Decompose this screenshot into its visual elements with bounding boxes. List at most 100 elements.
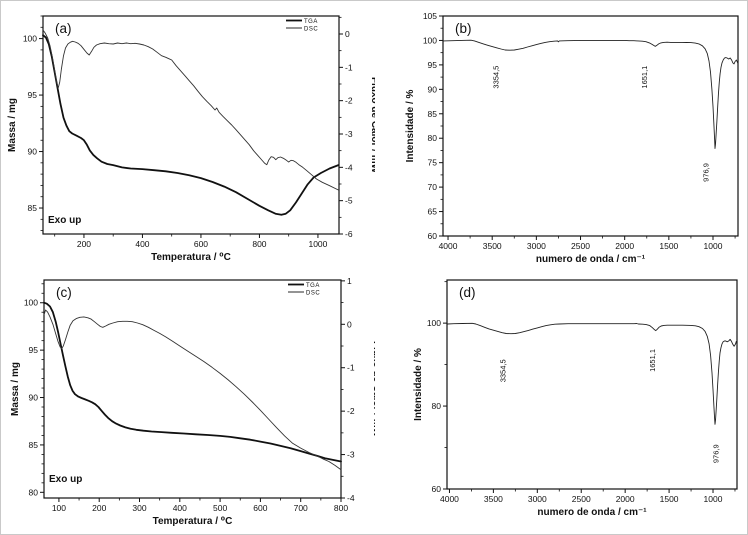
y-left-tick-label: 90 bbox=[428, 84, 438, 94]
y-right-tick-label: -1 bbox=[345, 62, 353, 72]
panel-corner-label: (b) bbox=[455, 21, 472, 36]
x-axis-tick-label: 200 bbox=[92, 503, 106, 513]
y-left-tick-label: 100 bbox=[427, 318, 441, 328]
series-ftir-line bbox=[443, 39, 739, 149]
y-right-axis-label: Fluxo de Calor / mW bbox=[371, 341, 375, 438]
x-axis-tick-label: 1000 bbox=[308, 239, 327, 249]
y-left-tick-label: 60 bbox=[428, 231, 438, 241]
panel-corner-label: (c) bbox=[56, 285, 72, 300]
x-axis-tick-label: 1500 bbox=[659, 241, 678, 251]
x-axis-tick-label: 400 bbox=[173, 503, 187, 513]
series-dsc-line bbox=[42, 29, 339, 191]
plot-border bbox=[446, 279, 738, 490]
exo-up-label: Exo up bbox=[48, 215, 81, 226]
legend-tga-label: TGA bbox=[306, 283, 320, 289]
peak-annotation: 976,9 bbox=[702, 163, 711, 182]
x-axis-tick-label: 400 bbox=[135, 239, 149, 249]
y-right-tick-label: -6 bbox=[345, 229, 353, 239]
series-ftir-line bbox=[447, 322, 738, 425]
y-left-axis-label: Intensidade / % bbox=[413, 348, 424, 421]
y-left-tick-label: 95 bbox=[29, 345, 39, 355]
y-right-tick-label: -4 bbox=[345, 162, 353, 172]
peak-annotation: 3354,5 bbox=[491, 66, 500, 89]
plot-border bbox=[442, 15, 739, 237]
y-right-tick-label: -3 bbox=[347, 450, 355, 460]
peak-annotation: 1651,1 bbox=[648, 349, 657, 372]
y-left-tick-label: 105 bbox=[423, 11, 437, 21]
y-left-tick-label: 90 bbox=[28, 147, 38, 157]
y-left-tick-label: 95 bbox=[28, 90, 38, 100]
x-axis-tick-label: 800 bbox=[334, 503, 348, 513]
y-left-tick-label: 90 bbox=[29, 393, 39, 403]
peak-annotation: 3354,5 bbox=[499, 359, 508, 382]
y-left-tick-label: 80 bbox=[29, 487, 39, 497]
panel-corner-label: (a) bbox=[55, 21, 72, 36]
y-right-tick-label: -5 bbox=[345, 196, 353, 206]
y-right-tick-label: -3 bbox=[345, 129, 353, 139]
x-axis-tick-label: 600 bbox=[253, 503, 267, 513]
y-right-tick-label: -1 bbox=[347, 363, 355, 373]
x-axis-label: Temperatura / ⁰C bbox=[151, 252, 231, 263]
y-right-axis-label: Fluxo de Calor / mW bbox=[369, 77, 375, 174]
series-dsc-line bbox=[43, 309, 342, 471]
legend-dsc-label: DSC bbox=[306, 291, 320, 297]
x-axis-tick-label: 600 bbox=[194, 239, 208, 249]
x-axis-tick-label: 3000 bbox=[528, 494, 547, 504]
x-axis-tick-label: 700 bbox=[294, 503, 308, 513]
x-axis-tick-label: 2500 bbox=[571, 241, 590, 251]
x-axis-tick-label: 4000 bbox=[439, 241, 458, 251]
x-axis-tick-label: 800 bbox=[252, 239, 266, 249]
y-left-tick-label: 80 bbox=[432, 401, 442, 411]
plot-border bbox=[42, 15, 340, 235]
x-axis-tick-label: 1500 bbox=[660, 494, 679, 504]
y-left-tick-label: 60 bbox=[432, 484, 442, 494]
y-left-tick-label: 95 bbox=[428, 60, 438, 70]
x-axis-label: Temperatura / ⁰C bbox=[153, 516, 233, 527]
y-right-tick-label: 0 bbox=[345, 29, 350, 39]
y-left-tick-label: 100 bbox=[23, 34, 37, 44]
x-axis-tick-label: 2000 bbox=[616, 494, 635, 504]
series-tga-line bbox=[42, 34, 340, 216]
x-axis-tick-label: 1000 bbox=[704, 494, 723, 504]
legend-dsc-label: DSC bbox=[304, 27, 318, 33]
x-axis-tick-label: 3500 bbox=[484, 494, 503, 504]
y-left-axis-label: Massa / mg bbox=[10, 362, 21, 416]
y-left-tick-label: 85 bbox=[29, 440, 39, 450]
peak-annotation: 976,9 bbox=[711, 444, 720, 463]
y-left-tick-label: 70 bbox=[428, 182, 438, 192]
legend-tga-label: TGA bbox=[304, 19, 318, 25]
x-axis-tick-label: 3500 bbox=[483, 241, 502, 251]
y-left-tick-label: 80 bbox=[428, 133, 438, 143]
x-axis-tick-label: 2500 bbox=[572, 494, 591, 504]
x-axis-tick-label: 300 bbox=[132, 503, 146, 513]
panel-b-ftir-chart: 4000 3500 3000 2500 2000 1500 1000 60 65 70 75 80 85… bbox=[405, 11, 739, 265]
y-left-tick-label: 100 bbox=[423, 35, 437, 45]
x-axis-tick-label: 4000 bbox=[440, 494, 459, 504]
y-right-tick-label: 0 bbox=[347, 319, 352, 329]
y-left-tick-label: 65 bbox=[428, 207, 438, 217]
x-axis-tick-label: 1000 bbox=[704, 241, 723, 251]
y-right-tick-label: -2 bbox=[345, 96, 353, 106]
x-axis-tick-label: 500 bbox=[213, 503, 227, 513]
y-right-tick-label: 1 bbox=[347, 276, 352, 286]
y-left-tick-label: 85 bbox=[428, 109, 438, 119]
y-left-tick-label: 75 bbox=[428, 158, 438, 168]
series-tga-line bbox=[43, 301, 342, 463]
x-axis-tick-label: 2000 bbox=[615, 241, 634, 251]
peak-annotation: 1651,1 bbox=[640, 66, 649, 89]
x-axis-label: numero de onda / cm⁻¹ bbox=[536, 254, 646, 265]
panel-d-ftir-chart: 4000 3500 3000 2500 2000 1500 1000 60 80 100 numer… bbox=[413, 279, 738, 518]
panel-c-tga-dsc-chart: 100 200 300 400 500 600 700 800 80 85 90 95 100 1 0 -1 -… bbox=[10, 276, 375, 527]
x-axis-tick-label: 100 bbox=[52, 503, 66, 513]
panel-corner-label: (d) bbox=[459, 285, 476, 300]
y-right-tick-label: -4 bbox=[347, 493, 355, 503]
plot-border bbox=[43, 279, 342, 499]
y-left-axis-label: Intensidade / % bbox=[405, 89, 416, 162]
x-axis-tick-label: 3000 bbox=[527, 241, 546, 251]
x-axis-label: numero de onda / cm⁻¹ bbox=[537, 507, 647, 518]
y-right-tick-label: -2 bbox=[347, 406, 355, 416]
x-axis-tick-label: 200 bbox=[77, 239, 91, 249]
y-left-tick-label: 85 bbox=[28, 203, 38, 213]
